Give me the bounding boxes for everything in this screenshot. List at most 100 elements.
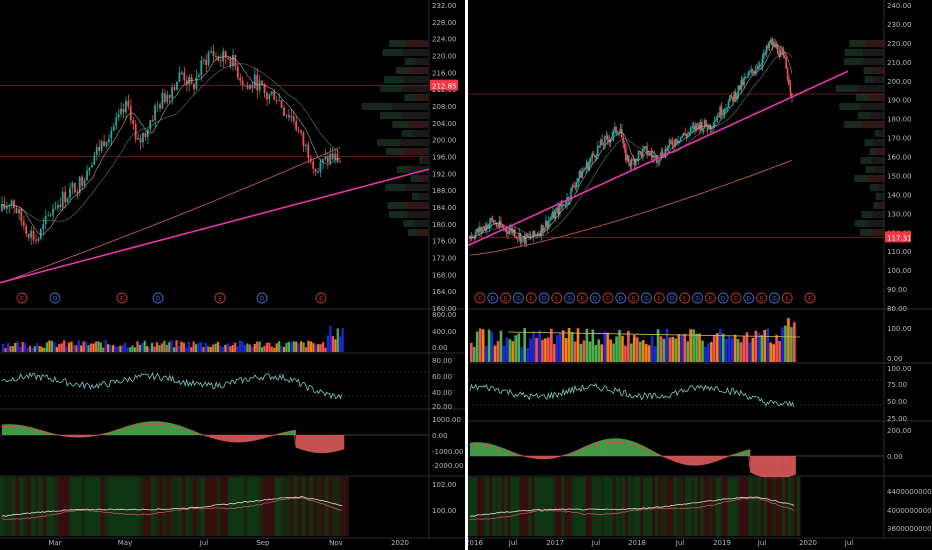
histogram-bar — [150, 421, 154, 435]
candle-body — [300, 130, 302, 133]
candle-body — [602, 144, 605, 146]
histogram-bar — [331, 435, 335, 453]
candle-body — [544, 220, 547, 229]
histogram-bar — [619, 438, 622, 456]
volume-bar — [116, 346, 120, 352]
bottom-pane-band — [201, 477, 206, 536]
histogram-bar — [181, 426, 184, 435]
event-marker-circle — [49, 292, 61, 304]
histogram-bar — [148, 421, 152, 435]
volume-bar — [163, 340, 166, 352]
histogram-bar — [564, 454, 567, 456]
histogram-bar — [160, 421, 164, 435]
bottom-pane-band — [652, 477, 656, 536]
histogram-bar — [319, 435, 323, 454]
volume-profile-bar-up — [860, 157, 872, 164]
candle-body — [292, 116, 295, 122]
histogram-bar — [574, 450, 577, 456]
volume-bar — [751, 337, 755, 362]
bottom-tick-label: 4400000000.00 — [887, 488, 932, 496]
candle-body — [682, 132, 685, 136]
volume-bar — [48, 340, 51, 352]
right-chart-panel[interactable]: 240.00 230.00 220.00 210.00 200.00 190.00 180.… — [465, 0, 932, 547]
histogram-bar — [227, 435, 230, 442]
candle-body — [691, 127, 693, 129]
event-marker-circle — [704, 292, 716, 304]
candle-body — [603, 136, 606, 146]
bottom-pane-band — [748, 477, 753, 536]
candle-body — [563, 204, 565, 206]
histogram-bar — [187, 428, 190, 435]
volume-profile-bar-up — [854, 220, 869, 227]
histogram-bar — [663, 456, 666, 458]
histogram-bar — [719, 456, 722, 461]
volume-bar — [187, 341, 190, 352]
volume-bar — [778, 340, 781, 362]
volume-bar — [339, 336, 342, 352]
candle-body — [573, 185, 575, 187]
candle-body — [715, 119, 717, 122]
bottom-pane-band — [162, 477, 167, 536]
histogram-bar — [309, 435, 313, 453]
event-marker-circle — [666, 292, 678, 304]
histogram-bar — [481, 442, 484, 456]
candle-body — [571, 185, 574, 188]
volume-bar — [9, 346, 12, 352]
volume-bar — [573, 341, 577, 362]
volume-bar — [662, 338, 666, 362]
volume-bar — [216, 341, 220, 352]
candle-body — [110, 130, 113, 139]
time-axis-label: May — [118, 539, 132, 547]
price-tick-label: 170.00 — [887, 135, 912, 143]
volume-bar — [292, 341, 295, 352]
candle-body — [779, 50, 782, 58]
volume-bar — [784, 325, 787, 362]
histogram-bar — [614, 438, 617, 456]
histogram-bar — [130, 424, 134, 435]
bottom-pane-band — [643, 477, 647, 536]
histogram-bar — [70, 435, 73, 438]
histogram-bar — [683, 456, 686, 465]
histogram-bar — [325, 435, 329, 453]
histogram-bar — [569, 453, 572, 456]
histogram-signal-line — [469, 441, 795, 475]
volume-profile-bar-up — [865, 166, 875, 173]
histogram-bar — [120, 427, 123, 435]
volume-bar — [594, 345, 598, 362]
candle-body — [601, 139, 603, 145]
panel-divider[interactable] — [465, 0, 468, 550]
candle-body — [270, 91, 273, 95]
volume-bar — [641, 340, 645, 362]
candle-body — [521, 237, 523, 243]
bottom-pane-band — [733, 477, 738, 536]
volume-bar — [517, 333, 521, 362]
bottom-pane-band — [676, 477, 680, 536]
volume-average-line — [507, 331, 801, 338]
price-tick-label: 110.00 — [887, 248, 912, 256]
histogram-bar — [579, 448, 582, 456]
volume-bar — [295, 341, 298, 352]
volume-bar — [748, 342, 752, 362]
candle-body — [506, 231, 509, 234]
candle-body — [185, 80, 188, 85]
candle-body — [35, 239, 37, 241]
candle-body — [768, 43, 771, 48]
event-marker-label: D — [567, 296, 572, 303]
bottom-pane-band — [11, 477, 16, 536]
volume-bar — [674, 338, 678, 362]
candle-body — [20, 209, 23, 222]
bottom-pane-band — [88, 477, 94, 536]
volume-profile-bar-up — [387, 202, 406, 209]
histogram-bar — [735, 453, 738, 456]
histogram-bar — [263, 435, 266, 439]
volume-bar — [14, 342, 17, 352]
volume-tick-label: 400.00 — [432, 328, 457, 336]
left-chart-panel[interactable]: 232.00228.00224.00220.00216.00212.00208.… — [0, 0, 465, 547]
bottom-pane-band — [123, 477, 129, 536]
histogram-bar — [738, 452, 741, 456]
histogram-bar — [132, 424, 136, 435]
histogram-bar — [605, 439, 608, 456]
candle-body — [747, 73, 750, 78]
volume-profile-bar — [843, 121, 885, 128]
histogram-bar — [156, 421, 160, 435]
